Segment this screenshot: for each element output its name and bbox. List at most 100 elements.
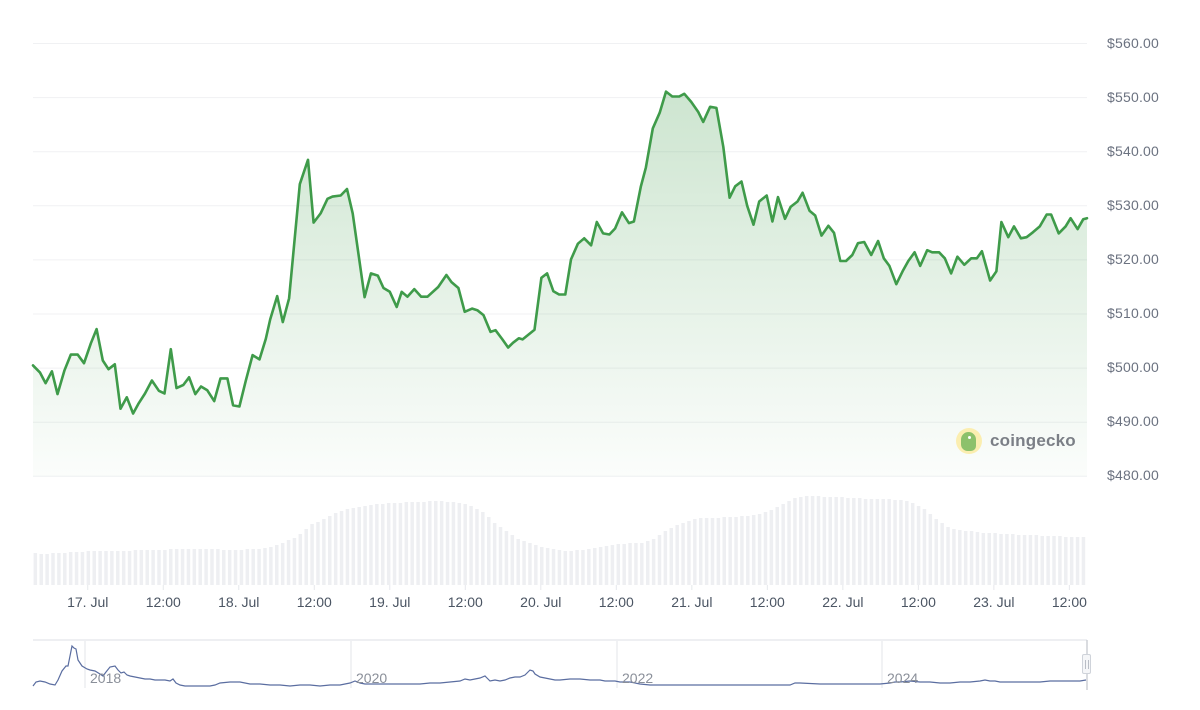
volume-bar <box>999 534 1003 585</box>
y-tick-label: $510.00 <box>1107 305 1160 321</box>
volume-bar <box>887 499 891 585</box>
navigator-year-label: 2020 <box>356 670 388 686</box>
volume-bar <box>804 496 809 585</box>
volume-bar <box>610 545 615 585</box>
x-tick-label: 23. Jul <box>973 594 1015 610</box>
volume-bar <box>1052 536 1056 585</box>
volume-bar <box>569 551 573 585</box>
volume-bar <box>104 551 108 585</box>
volume-bar <box>657 535 662 585</box>
volume-bar <box>534 545 538 585</box>
volume-bar <box>693 519 697 585</box>
volume-bar <box>810 496 815 585</box>
volume-bar <box>828 497 833 585</box>
volume-bar <box>139 550 144 585</box>
price-line[interactable] <box>31 90 1089 415</box>
volume-bar <box>616 544 621 585</box>
volume-bar <box>86 551 91 585</box>
volume-bar <box>987 533 991 585</box>
volume-bar <box>545 548 550 585</box>
x-tick-label: 12:00 <box>447 594 483 610</box>
volume-bar <box>946 527 950 585</box>
x-tick-label: 19. Jul <box>369 594 411 610</box>
volume-bar <box>822 497 827 585</box>
x-tick-label: 12:00 <box>598 594 634 610</box>
y-tick-label: $500.00 <box>1107 359 1160 376</box>
volume-bar <box>422 502 426 585</box>
volume-bar <box>816 496 821 585</box>
x-tick-label: 12:00 <box>749 594 785 610</box>
volume-bar <box>127 551 132 585</box>
volume-bar <box>581 550 585 585</box>
volume-bar <box>716 518 721 585</box>
volume-bar <box>410 502 414 585</box>
volume-bar <box>404 502 409 585</box>
volume-bar <box>45 554 49 585</box>
volume-bar <box>675 525 679 585</box>
volume-bar <box>1011 534 1015 585</box>
volume-bar <box>604 546 609 585</box>
coingecko-watermark: coingecko <box>956 428 1076 454</box>
volume-bar <box>787 501 791 585</box>
volume-bar <box>39 554 43 585</box>
volume-bar <box>451 502 456 585</box>
volume-bar <box>98 551 102 585</box>
volume-bar <box>757 514 762 585</box>
volume-bar <box>651 539 656 585</box>
navigator-year-label: 2024 <box>887 670 919 686</box>
volume-bar <box>952 529 956 585</box>
volume-bar <box>381 504 385 585</box>
volume-bar <box>498 527 503 585</box>
volume-bar <box>333 513 338 585</box>
volume-bar <box>174 549 179 585</box>
volume-bar <box>734 517 738 585</box>
volume-bar <box>834 497 838 585</box>
volume-bars <box>33 496 1086 585</box>
volume-bar <box>210 549 214 585</box>
volume-bar <box>622 544 626 585</box>
x-tick-label: 17. Jul <box>67 594 109 610</box>
volume-bar <box>857 498 862 585</box>
volume-bar <box>245 549 250 585</box>
volume-bar <box>687 521 691 585</box>
y-tick-label: $530.00 <box>1107 196 1160 213</box>
x-tick-label: 18. Jul <box>218 594 260 610</box>
volume-bar <box>286 540 291 585</box>
volume-bar <box>557 550 562 585</box>
navigator-chart[interactable] <box>32 639 1088 690</box>
volume-bar <box>710 518 715 585</box>
volume-bar <box>198 549 202 585</box>
volume-bar <box>881 499 885 585</box>
volume-bar <box>280 543 285 585</box>
volume-bar <box>463 504 467 585</box>
navigator-drag-handle[interactable] <box>1082 654 1091 674</box>
volume-bar <box>233 550 238 585</box>
volume-bar <box>504 531 509 585</box>
volume-bar <box>575 550 579 585</box>
volume-bar <box>598 547 603 585</box>
volume-bar <box>292 538 297 585</box>
volume-bar <box>1040 536 1044 585</box>
volume-bar <box>151 550 155 585</box>
volume-bar <box>416 502 420 585</box>
volume-bar <box>775 507 780 585</box>
volume-bar <box>192 549 197 585</box>
volume-bar <box>386 503 391 585</box>
x-tick-label: 12:00 <box>1051 594 1087 610</box>
watermark-text: coingecko <box>990 431 1076 450</box>
y-tick-label: $560.00 <box>1107 34 1160 51</box>
volume-bar <box>875 499 880 585</box>
volume-bar <box>275 545 279 585</box>
x-tick-label: 22. Jul <box>822 594 864 610</box>
volume-bar <box>905 501 909 585</box>
x-tick-label: 21. Jul <box>671 594 713 610</box>
volume-bar <box>669 528 674 585</box>
volume-bar <box>110 551 114 585</box>
x-tick-label: 12:00 <box>145 594 181 610</box>
volume-bar <box>763 512 768 585</box>
volume-bar <box>392 503 397 585</box>
volume-bar <box>263 548 267 585</box>
volume-bar <box>645 541 650 585</box>
